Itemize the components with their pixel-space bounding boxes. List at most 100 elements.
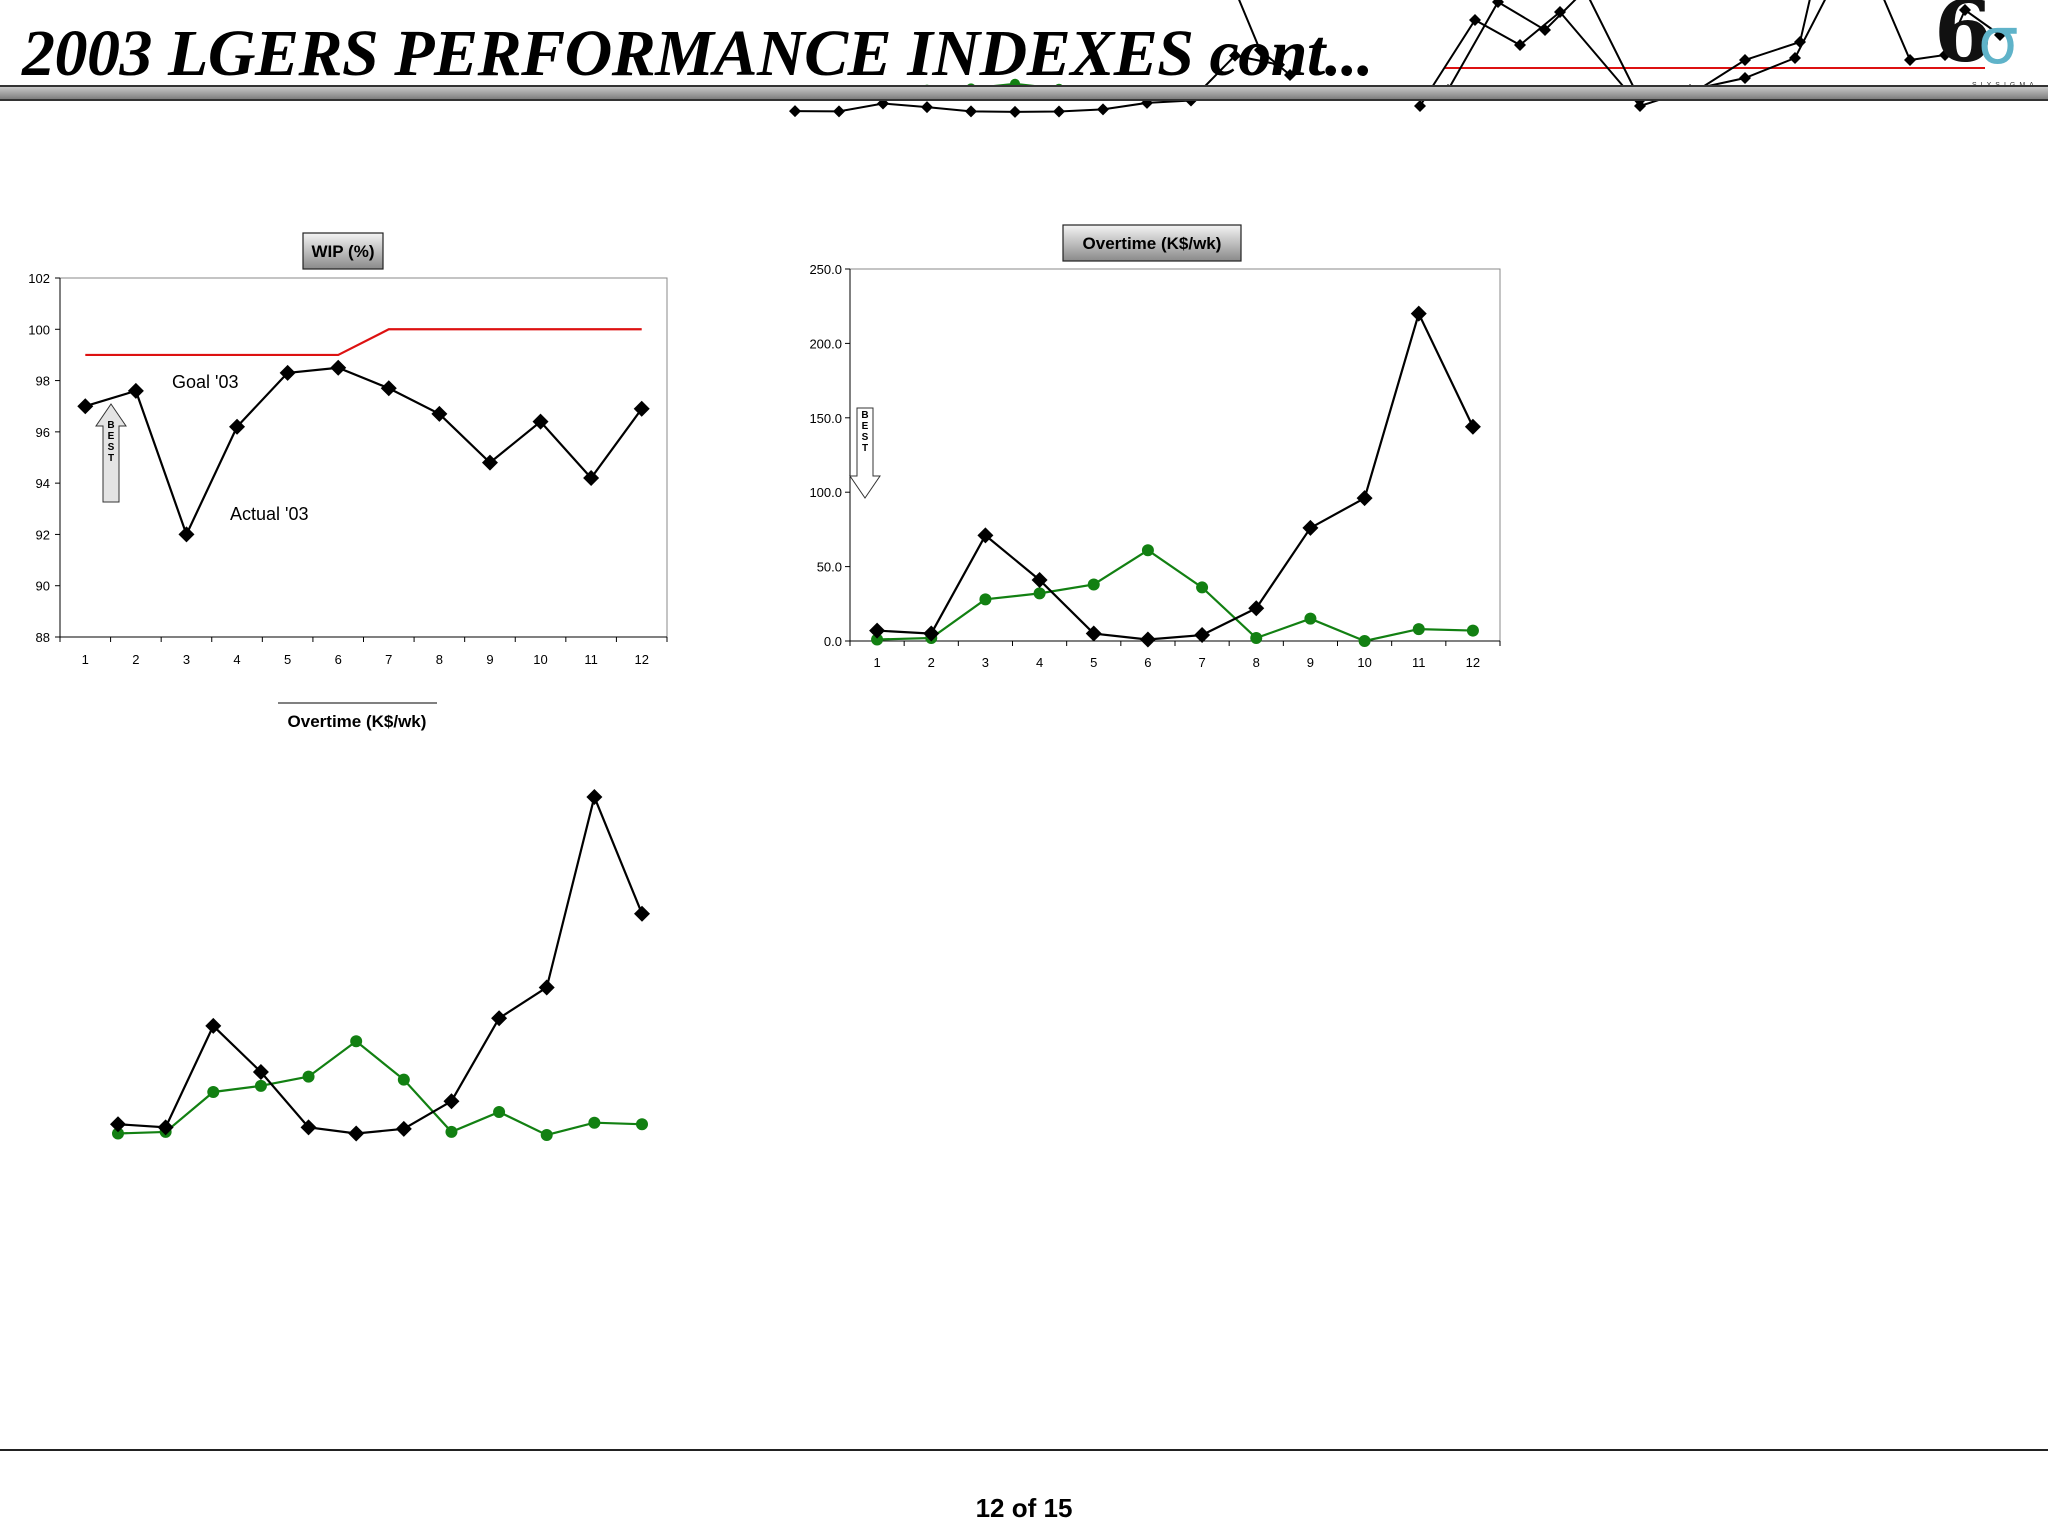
decor-series-1-point bbox=[1053, 105, 1065, 118]
chart-title-frame bbox=[302, 232, 384, 270]
decor-point bbox=[1284, 69, 1296, 81]
actual-point bbox=[633, 400, 650, 417]
y-tick-label: 98 bbox=[36, 374, 50, 389]
decor-point bbox=[1939, 49, 1951, 61]
series-1-point bbox=[491, 1010, 508, 1027]
series-1-point bbox=[923, 625, 940, 642]
x-tick-label: 11 bbox=[584, 652, 598, 667]
series-1-point bbox=[1464, 418, 1481, 435]
actual-point bbox=[279, 364, 296, 381]
series-1-line bbox=[877, 310, 1474, 641]
y-tick-label: 92 bbox=[36, 527, 50, 542]
x-tick-label: 2 bbox=[132, 652, 139, 667]
series-1-point bbox=[110, 1116, 126, 1133]
decor-series-1-point bbox=[1009, 105, 1021, 118]
series-2-point bbox=[302, 1070, 315, 1083]
chart-title: Overtime (K$/wk) bbox=[288, 712, 427, 731]
chart-title-box: WIP (%) bbox=[302, 232, 384, 270]
actual-point bbox=[583, 470, 600, 487]
decor-series-1-point bbox=[789, 105, 801, 118]
decor-point bbox=[1539, 24, 1551, 36]
x-tick-label: 8 bbox=[1253, 655, 1260, 670]
decor-point bbox=[1959, 4, 1971, 16]
x-tick-label: 10 bbox=[1357, 655, 1371, 670]
series-2-point bbox=[207, 1085, 220, 1098]
chart-title-frame bbox=[1062, 224, 1242, 262]
series-2-line bbox=[877, 548, 1473, 643]
series-2-point bbox=[1141, 544, 1154, 557]
x-tick-label: 10 bbox=[533, 652, 547, 667]
series-1-point bbox=[1356, 490, 1373, 507]
actual-line bbox=[84, 366, 643, 538]
series-2-point bbox=[1196, 581, 1209, 594]
series-1-point bbox=[977, 527, 994, 544]
series-1-line bbox=[117, 793, 644, 1135]
y-tick-label: 250.0 bbox=[809, 262, 842, 277]
actual-point bbox=[532, 413, 549, 430]
series-2-point bbox=[1304, 612, 1317, 625]
best-arrow-icon bbox=[95, 403, 127, 503]
decor-point bbox=[1492, 0, 1504, 8]
y-tick-label: 50.0 bbox=[817, 560, 842, 575]
series-1-point bbox=[1302, 519, 1319, 536]
series-1-point bbox=[395, 1120, 412, 1137]
series-2-point bbox=[588, 1116, 601, 1129]
series-1-point bbox=[1139, 631, 1156, 648]
series-1-point bbox=[252, 1063, 269, 1080]
series-1-point bbox=[1085, 625, 1102, 642]
title-bar bbox=[0, 85, 2048, 101]
actual-point bbox=[229, 418, 246, 435]
series-2-point bbox=[979, 593, 992, 606]
x-tick-label: 1 bbox=[82, 652, 89, 667]
x-tick-label: 4 bbox=[1036, 655, 1043, 670]
series-2-point bbox=[636, 1118, 648, 1131]
actual-series-label: Actual '03 bbox=[230, 504, 309, 524]
series-2-point bbox=[1087, 578, 1100, 591]
series-2-point bbox=[445, 1125, 458, 1138]
chart-title: Overtime (K$/wk) bbox=[1083, 234, 1222, 253]
page-number: 12 of 15 bbox=[975, 1493, 1073, 1523]
x-tick-label: 11 bbox=[1412, 655, 1426, 670]
decor-series-1-point bbox=[833, 105, 845, 118]
x-tick-label: 2 bbox=[928, 655, 935, 670]
x-tick-label: 6 bbox=[335, 652, 342, 667]
decor-point bbox=[1414, 100, 1426, 112]
decor-series-1-point bbox=[965, 105, 977, 118]
goal-series-label: Goal '03 bbox=[172, 372, 238, 392]
decor-point bbox=[1994, 29, 2006, 41]
decor-point bbox=[1254, 44, 1266, 56]
chart-title-box: Overtime (K$/wk) bbox=[1062, 224, 1242, 262]
series-2-point bbox=[540, 1129, 553, 1141]
six-sigma-logo: 6 σ SIXSIGMA bbox=[1920, 0, 2040, 90]
series-1-point bbox=[538, 979, 555, 996]
series-2-point bbox=[1358, 635, 1371, 647]
series-1-point bbox=[1410, 305, 1427, 322]
chart-title: WIP (%) bbox=[312, 242, 375, 261]
series-1-point bbox=[1194, 627, 1211, 644]
series-2-line bbox=[117, 1039, 643, 1137]
series-2-point bbox=[350, 1035, 363, 1048]
x-tick-label: 7 bbox=[1198, 655, 1205, 670]
decor-point bbox=[1739, 54, 1751, 66]
series-1-point bbox=[300, 1119, 317, 1136]
series-2-point bbox=[254, 1079, 267, 1092]
actual-point bbox=[481, 454, 498, 471]
y-tick-label: 88 bbox=[36, 630, 50, 645]
x-tick-label: 8 bbox=[436, 652, 443, 667]
series-2-point bbox=[397, 1073, 410, 1086]
series-2-point bbox=[1412, 623, 1425, 636]
actual-point bbox=[77, 398, 94, 415]
series-1-point bbox=[634, 905, 650, 922]
decor-series-1-point bbox=[1229, 49, 1241, 62]
logo-sigma-icon: σ bbox=[1978, 5, 2019, 79]
series-2-point bbox=[871, 633, 884, 646]
series-1-point bbox=[443, 1093, 460, 1110]
actual-point bbox=[380, 380, 397, 397]
y-tick-label: 96 bbox=[36, 425, 50, 440]
decor-point bbox=[1739, 72, 1751, 84]
